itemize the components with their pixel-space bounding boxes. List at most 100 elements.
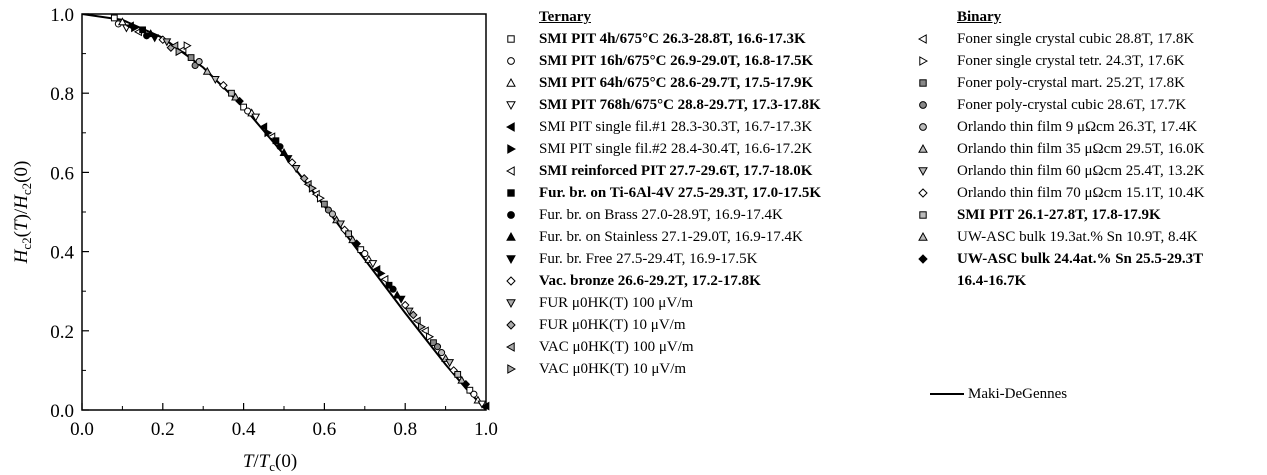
- legend-marker: [506, 231, 516, 241]
- legend-marker: [507, 211, 515, 219]
- legend-marker-icon: [919, 79, 927, 87]
- legend-item: SMI PIT 768h/675°C 28.8-29.7T, 17.3-17.8…: [500, 94, 821, 116]
- legend-title-binary: Binary: [957, 9, 1002, 25]
- legend-marker: [506, 255, 516, 265]
- legend-label: Foner poly-crystal mart. 25.2T, 17.8K: [957, 75, 1186, 91]
- legend-item: Orlando thin film 70 μΩcm 15.1T, 10.4K: [912, 182, 1205, 204]
- legend-marker-icon: [506, 77, 516, 87]
- legend-binary: Binary Foner single crystal cubic 28.8T,…: [912, 6, 1205, 292]
- x-tick-label: 0.4: [232, 419, 256, 440]
- x-tick-label: 0.2: [151, 419, 175, 440]
- legend-marker-icon: [918, 231, 928, 241]
- legend-marker-icon: [506, 101, 516, 111]
- legend-fit-line: [930, 393, 964, 395]
- legend-marker: [918, 254, 928, 264]
- legend-label-wrap: 16.4-16.7K: [957, 273, 1027, 289]
- legend-marker-icon: [506, 299, 516, 309]
- data-point: [404, 307, 414, 316]
- legend-label: FUR μ0HK(T) 10 μV/m: [539, 317, 686, 333]
- data-point: [259, 122, 268, 132]
- data-point: [264, 128, 273, 138]
- data-point: [430, 339, 437, 347]
- legend-item: Fur. br. Free 27.5-29.4T, 16.9-17.5K: [500, 248, 757, 270]
- data-point: [150, 34, 160, 43]
- legend-item: VAC μ0HK(T) 10 μV/m: [500, 358, 686, 380]
- legend-label: Fur. br. on Stainless 27.1-29.0T, 16.9-1…: [539, 229, 803, 245]
- data-point: [195, 57, 203, 66]
- data-point: [385, 281, 393, 289]
- legend-marker-icon: [507, 189, 515, 197]
- data-point: [426, 332, 435, 342]
- legend-marker: [506, 77, 516, 87]
- legend-label: Fur. br. on Ti-6Al-4V 27.5-29.3T, 17.0-1…: [539, 185, 821, 201]
- legend-marker-icon: [507, 57, 515, 65]
- legend-marker: [918, 188, 928, 198]
- legend-item: Fur. br. on Brass 27.0-28.9T, 16.9-17.4K: [500, 204, 783, 226]
- legend-item: SMI PIT 4h/675°C 26.3-28.8T, 16.6-17.3K: [500, 28, 806, 50]
- legend-marker: [506, 101, 516, 111]
- legend-item: SMI PIT 64h/675°C 28.6-29.7T, 17.5-17.9K: [500, 72, 813, 94]
- fit-curve: [82, 14, 486, 410]
- legend-marker: [918, 143, 928, 153]
- legend-label: SMI PIT single fil.#1 28.3-30.3T, 16.7-1…: [539, 119, 813, 135]
- legend-marker: [507, 57, 515, 65]
- legend-label: SMI reinforced PIT 27.7-29.6T, 17.7-18.0…: [539, 163, 813, 179]
- axis-ticks: 0.0 0.2 0.4 0.6 0.8 1.0 0.0 0.2 0.4 0.6 0.8 1.0: [50, 5, 498, 440]
- legend-label: Orlando thin film 70 μΩcm 15.1T, 10.4K: [957, 185, 1205, 201]
- legend-item: Orlando thin film 35 μΩcm 29.5T, 16.0K: [912, 138, 1205, 160]
- data-point: [316, 193, 325, 203]
- data-point: [345, 230, 353, 238]
- legend-marker-icon: [917, 34, 927, 44]
- legend-item: Foner poly-crystal mart. 25.2T, 17.8K: [912, 72, 1185, 94]
- legend-marker-icon: [918, 254, 928, 264]
- data-point: [283, 155, 293, 164]
- data-point: [396, 295, 406, 304]
- legend-marker: [507, 144, 517, 154]
- legend-label: Foner poly-crystal cubic 28.6T, 17.7K: [957, 97, 1187, 113]
- legend-marker-icon: [507, 35, 515, 43]
- legend-item: VAC μ0HK(T) 100 μV/m: [500, 336, 694, 358]
- legend-label: UW-ASC bulk 24.4at.% Sn 25.5-29.3T: [957, 251, 1204, 267]
- data-point: [228, 89, 235, 97]
- data-point: [170, 41, 179, 51]
- data-point: [457, 375, 467, 384]
- legend-item: Fur. br. on Ti-6Al-4V 27.5-29.3T, 17.0-1…: [500, 182, 821, 204]
- legend-marker-icon: [918, 188, 928, 198]
- data-point: [417, 322, 426, 332]
- legend-marker-icon: [507, 144, 517, 154]
- data-point: [110, 14, 118, 22]
- legend-marker-icon: [506, 276, 516, 286]
- data-point: [162, 38, 172, 47]
- data-point: [219, 80, 228, 90]
- legend-marker-icon: [919, 123, 927, 131]
- legend-marker: [505, 342, 515, 352]
- legend-label: Fur. br. on Brass 27.0-28.9T, 16.9-17.4K: [539, 207, 783, 223]
- data-point: [131, 23, 140, 33]
- fit-curve-layer: [82, 14, 486, 410]
- data-point: [336, 220, 346, 229]
- data-point: [272, 137, 280, 145]
- data-point: [377, 268, 386, 278]
- legend-marker-icon: [506, 320, 516, 330]
- data-point: [251, 113, 261, 122]
- legend-item: UW-ASC bulk 24.4at.% Sn 25.5-29.3T: [912, 248, 1203, 270]
- data-point: [481, 401, 490, 411]
- legend-label: SMI PIT 64h/675°C 28.6-29.7T, 17.5-17.9K: [539, 75, 814, 91]
- data-point: [276, 143, 284, 151]
- legend-item: Orlando thin film 9 μΩcm 26.3T, 17.4K: [912, 116, 1197, 138]
- data-point: [470, 390, 478, 398]
- data-points-layer: [110, 14, 490, 411]
- legend-item: SMI PIT 16h/675°C 26.9-29.0T, 16.8-17.5K: [500, 50, 813, 72]
- legend-label: VAC μ0HK(T) 10 μV/m: [539, 361, 687, 377]
- data-point: [231, 92, 240, 101]
- data-point: [321, 200, 328, 208]
- legend-marker-icon: [505, 122, 515, 132]
- legend-item: UW-ASC bulk 19.3at.% Sn 10.9T, 8.4K: [912, 226, 1198, 248]
- legend-marker: [505, 166, 515, 176]
- legend-item: Foner poly-crystal cubic 28.6T, 17.7K: [912, 94, 1186, 116]
- legend-marker: [506, 299, 516, 309]
- legend-marker-icon: [918, 143, 928, 153]
- data-point: [352, 239, 362, 248]
- data-point: [420, 326, 429, 336]
- data-point: [466, 386, 474, 394]
